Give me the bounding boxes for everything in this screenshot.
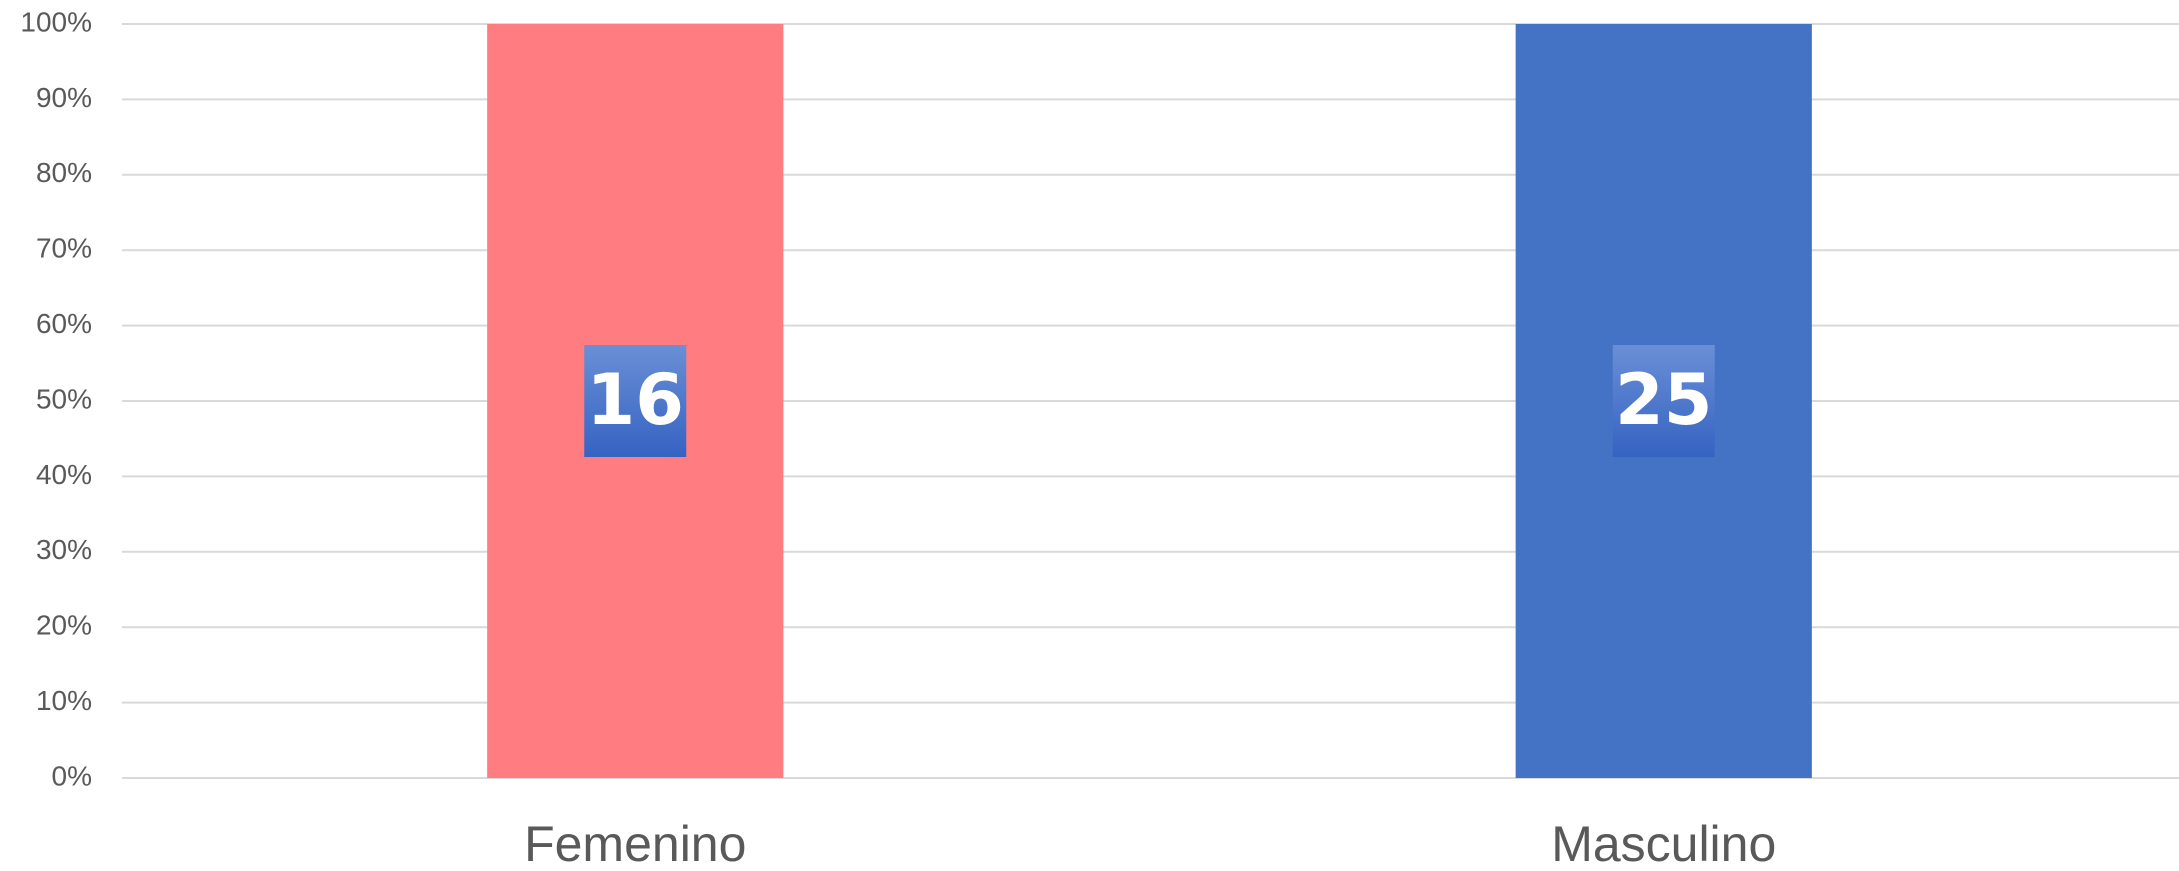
y-tick-label: 90%	[36, 82, 92, 113]
data-label-box	[584, 345, 687, 457]
y-tick-label: 100%	[20, 6, 92, 37]
y-tick-label: 20%	[36, 610, 92, 641]
y-tick-label: 10%	[36, 685, 92, 716]
y-tick-label: 50%	[36, 383, 92, 414]
y-tick-label: 60%	[36, 308, 92, 339]
x-tick-label: Femenino	[524, 816, 746, 871]
x-tick-label: Masculino	[1551, 816, 1776, 871]
y-tick-label: 80%	[36, 157, 92, 188]
data-label: 16	[587, 359, 684, 441]
y-tick-label: 0%	[52, 760, 92, 791]
y-tick-label: 40%	[36, 459, 92, 490]
y-tick-label: 70%	[36, 233, 92, 264]
data-label-box	[1612, 345, 1715, 457]
data-label: 25	[1615, 359, 1712, 441]
y-tick-label: 30%	[36, 534, 92, 565]
